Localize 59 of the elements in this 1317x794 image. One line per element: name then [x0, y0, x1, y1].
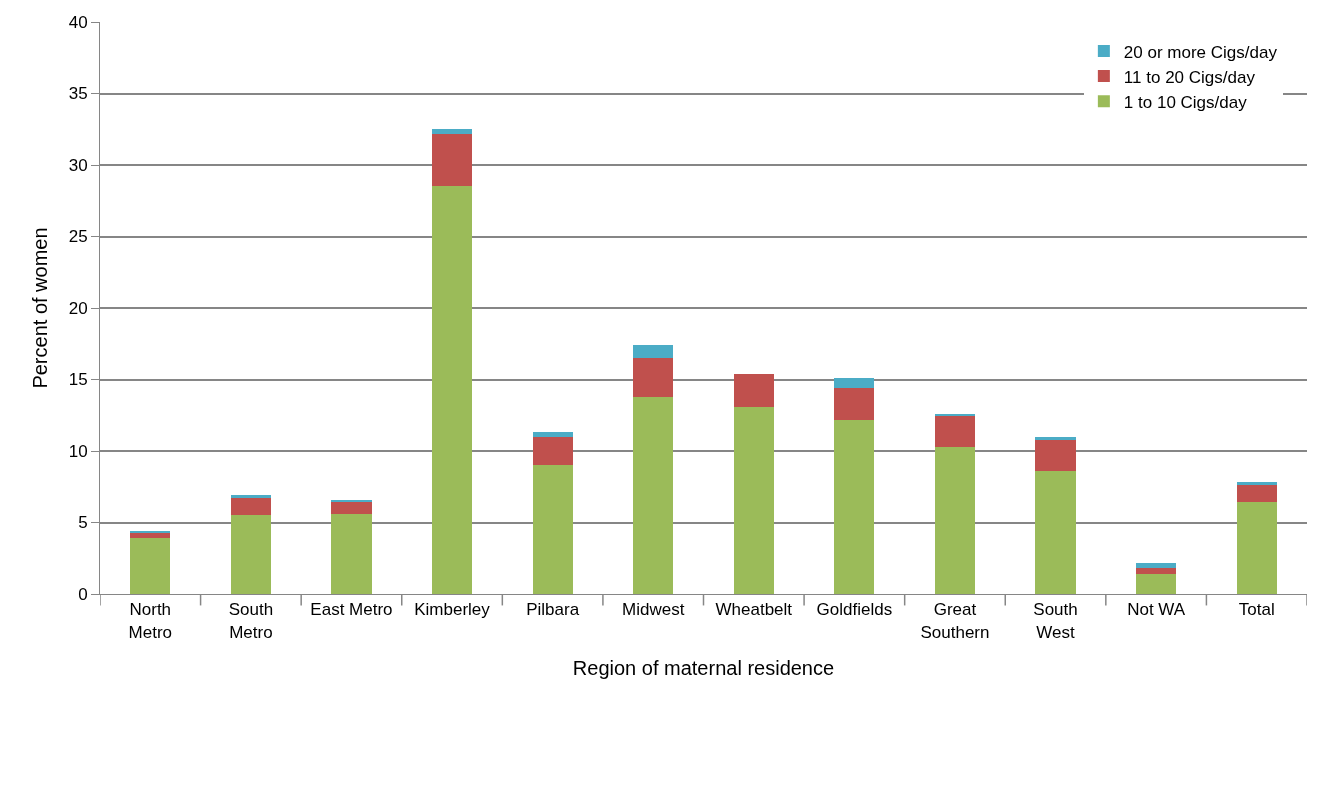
bar: [1236, 502, 1277, 594]
bar: [633, 358, 674, 397]
bar: [230, 498, 271, 516]
bar: [834, 378, 875, 389]
x-axis-title: Region of maternal residence: [572, 657, 835, 679]
x-tick-label: Midwest: [622, 600, 685, 620]
y-tick-label: 20: [68, 298, 88, 318]
bar: [431, 129, 473, 134]
bar: [130, 538, 171, 594]
bar: [431, 186, 473, 594]
bar: [1136, 568, 1177, 574]
bar: [331, 501, 372, 514]
bar: [532, 432, 573, 437]
bar: [934, 446, 976, 594]
bar: [331, 513, 372, 594]
x-tick-label: Pilbara: [526, 600, 580, 620]
y-tick-label: 15: [68, 370, 88, 390]
x-tick-label: East Metro: [310, 600, 393, 620]
bar: [1035, 471, 1076, 594]
bar: [834, 419, 875, 594]
x-tick-label: North Metro: [128, 600, 173, 642]
bar: [1136, 573, 1177, 594]
x-tick-label: South Metro: [228, 600, 274, 642]
x-tick-label: Wheatbelt: [715, 600, 793, 620]
y-tick-label: 5: [78, 513, 88, 533]
bar: [834, 388, 875, 420]
bar: [633, 396, 674, 594]
y-tick-label: 35: [68, 84, 88, 104]
x-tick-label: Kimberley: [414, 600, 491, 620]
bar: [1236, 482, 1277, 486]
bar: [1236, 485, 1277, 503]
bar: [431, 133, 473, 187]
bar: [733, 373, 774, 407]
bar: [230, 495, 271, 499]
bar: [230, 515, 271, 594]
bar: [532, 465, 573, 594]
x-tick-label: Goldfields: [816, 600, 893, 620]
legend-label: 1 to 10 Cigs/day: [1123, 92, 1248, 112]
y-tick-label: 30: [68, 155, 88, 175]
bar: [733, 406, 774, 594]
bar: [130, 533, 171, 539]
y-tick-label: 10: [68, 441, 88, 461]
bar: [130, 531, 171, 534]
bar: [1035, 439, 1076, 472]
y-tick-label: 25: [68, 227, 88, 247]
x-tick-label: South West: [1033, 600, 1078, 642]
bar: [633, 345, 674, 359]
legend-label: 20 or more Cigs/day: [1123, 42, 1278, 62]
legend-label: 11 to 20 Cigs/day: [1123, 67, 1256, 87]
bar: [934, 413, 976, 416]
bar: [532, 436, 573, 466]
y-tick-label: 0: [78, 584, 88, 604]
x-tick-label: Not WA: [1127, 600, 1186, 620]
y-axis-title: Percent of women: [29, 227, 52, 389]
bar: [934, 415, 976, 447]
x-tick-label: Great Southern: [920, 600, 990, 642]
x-tick-label: Total: [1238, 600, 1275, 620]
bar: [1035, 436, 1076, 440]
y-tick-label: 40: [68, 12, 88, 32]
